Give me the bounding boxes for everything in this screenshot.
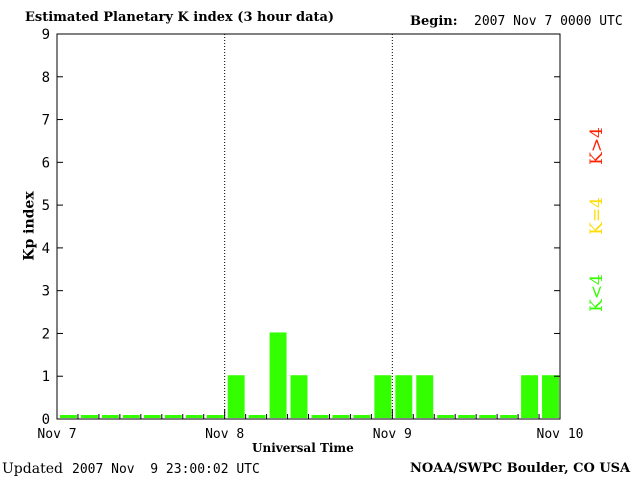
kp-bar <box>542 375 559 418</box>
kp-bar <box>185 415 203 418</box>
kp-bar <box>60 415 77 418</box>
kp-bar <box>437 415 455 418</box>
kp-bar <box>227 375 245 418</box>
x-tick-label: Nov 7 <box>37 427 76 442</box>
chart-title: Estimated Planetary K index (3 hour data… <box>25 10 335 25</box>
updated-value: 2007 Nov 9 23:00:02 UTC <box>72 462 260 477</box>
x-tick-label: Nov 10 <box>537 427 584 442</box>
y-tick-label: 3 <box>42 284 50 300</box>
plot-frame <box>56 33 561 420</box>
legend-high: K>4 <box>586 127 607 165</box>
begin-label: Begin: <box>410 14 458 29</box>
kp-bar <box>521 375 539 418</box>
y-axis-label: Kp index <box>21 191 38 261</box>
kp-bar <box>80 415 98 418</box>
kp-bar <box>122 415 140 418</box>
kp-bar <box>458 415 476 418</box>
y-tick-label: 2 <box>42 326 50 342</box>
x-axis-label: Universal Time <box>252 441 354 455</box>
y-tick-label: 6 <box>42 155 50 171</box>
kp-bar <box>500 415 518 418</box>
y-tick-label: 0 <box>42 412 50 428</box>
legend-equal: K=4 <box>586 197 607 235</box>
kp-bar <box>332 415 350 418</box>
y-tick-label: 7 <box>42 113 50 129</box>
kp-bar <box>143 415 161 418</box>
kp-bar <box>164 415 182 418</box>
kp-bar <box>353 415 371 418</box>
y-tick-label: 9 <box>42 27 50 43</box>
kp-bar <box>374 375 392 418</box>
begin-value: 2007 Nov 7 0000 UTC <box>474 14 623 29</box>
y-tick-label: 1 <box>42 369 50 385</box>
x-tick-label: Nov 8 <box>205 427 244 442</box>
kp-bar <box>101 415 119 418</box>
y-tick-label: 5 <box>42 198 50 214</box>
source-credit: NOAA/SWPC Boulder, CO USA <box>410 461 631 476</box>
kp-bar <box>416 375 434 418</box>
updated-label: Updated <box>2 461 63 477</box>
kp-bar <box>290 375 308 418</box>
y-tick-label: 4 <box>42 241 50 257</box>
kp-bar <box>269 332 287 418</box>
y-tick-label: 8 <box>42 70 50 86</box>
legend-low: K<4 <box>586 274 607 312</box>
kp-bar <box>248 415 266 418</box>
kp-bar <box>311 415 329 418</box>
kp-bar <box>479 415 497 418</box>
kp-bar <box>395 375 413 418</box>
kp-bar <box>206 415 224 418</box>
x-tick-label: Nov 9 <box>373 427 412 442</box>
